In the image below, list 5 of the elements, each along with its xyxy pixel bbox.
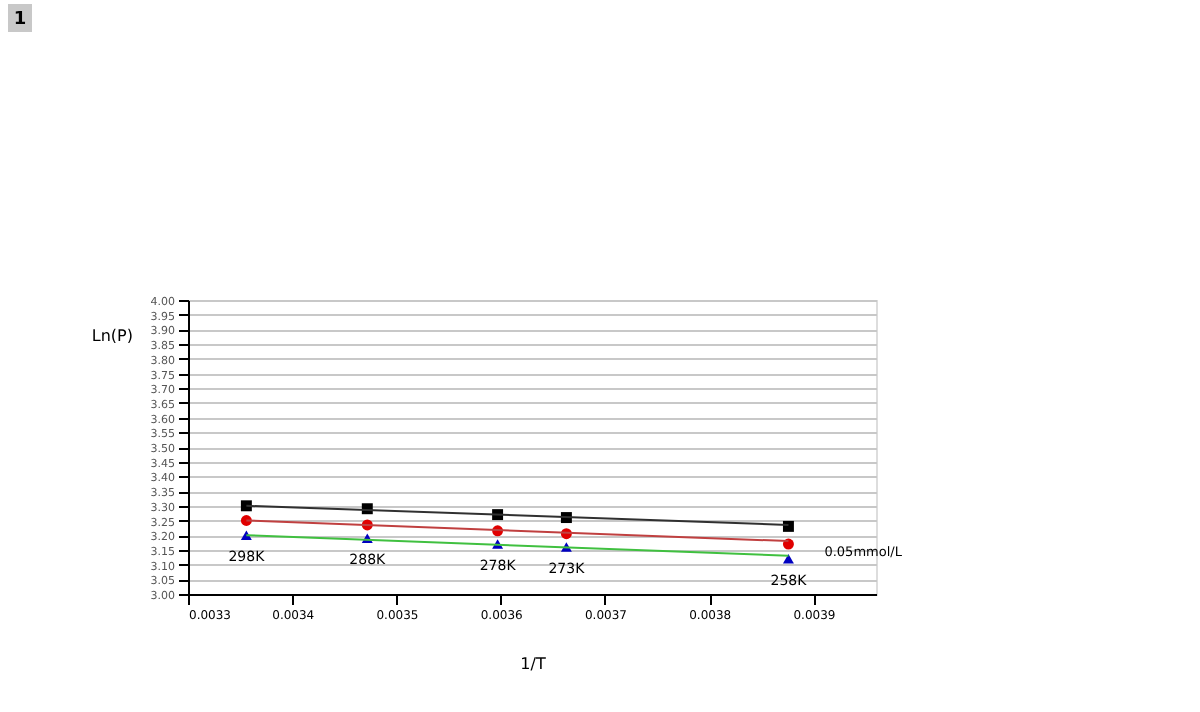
text: 1 xyxy=(13,10,27,30)
point xyxy=(782,520,794,532)
y-axis-title: Ln(P) xyxy=(91,327,133,345)
x-axis-title: 1/T xyxy=(520,655,546,673)
point xyxy=(240,500,252,512)
